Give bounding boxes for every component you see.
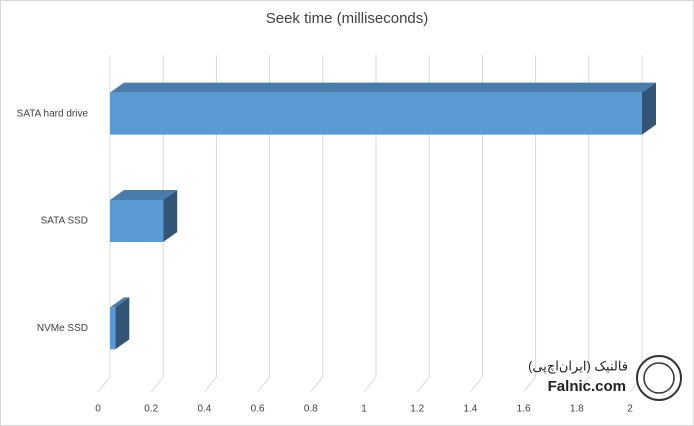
- grid-floor-line: [416, 376, 430, 393]
- bar-top: [110, 82, 656, 93]
- bar-side: [642, 82, 656, 135]
- bar-side: [163, 190, 178, 242]
- watermark-site: Falnic.com: [548, 378, 626, 395]
- grid-floor-line: [470, 376, 483, 393]
- x-tick-label: 1.6: [517, 404, 531, 415]
- x-tick-label: 1: [361, 404, 367, 415]
- x-tick-label: 1.2: [410, 404, 424, 415]
- x-tick-label: 2: [627, 404, 633, 415]
- y-tick-label: SATA hard drive: [17, 108, 89, 119]
- watermark: فالنیک (ایران‌اچ‌پی) Falnic.com: [528, 355, 682, 401]
- watermark-name: فالنیک (ایران‌اچ‌پی): [528, 358, 628, 374]
- grid-floor-line: [310, 376, 324, 393]
- x-tick-label: 0.8: [304, 404, 318, 415]
- x-tick-label: 1.8: [570, 404, 584, 415]
- chart-title: Seek time (milliseconds): [266, 10, 429, 27]
- grid-floor-line: [576, 376, 590, 393]
- x-tick-label: 0: [95, 404, 101, 415]
- y-tick-label: SATA SSD: [41, 216, 88, 227]
- grid-floor-line: [523, 376, 536, 393]
- grid-floor-line: [204, 376, 217, 393]
- y-tick-label: NVMe SSD: [37, 323, 88, 334]
- x-tick-label: 0.2: [144, 404, 158, 415]
- bar: [110, 92, 642, 135]
- bar-top: [110, 297, 130, 308]
- watermark-logo-ring: [643, 362, 675, 394]
- x-tick-label: 1.4: [463, 404, 477, 415]
- grid-floor-line: [97, 376, 111, 393]
- grid-floor-line: [150, 376, 164, 393]
- bar-side: [115, 297, 130, 350]
- grid-floor-line: [363, 376, 377, 393]
- bar-top: [110, 190, 178, 200]
- x-tick-label: 0.4: [197, 404, 211, 415]
- bar: [110, 307, 116, 350]
- bar: [110, 200, 164, 242]
- grid-floor-line: [257, 376, 270, 393]
- x-tick-label: 0.6: [251, 404, 265, 415]
